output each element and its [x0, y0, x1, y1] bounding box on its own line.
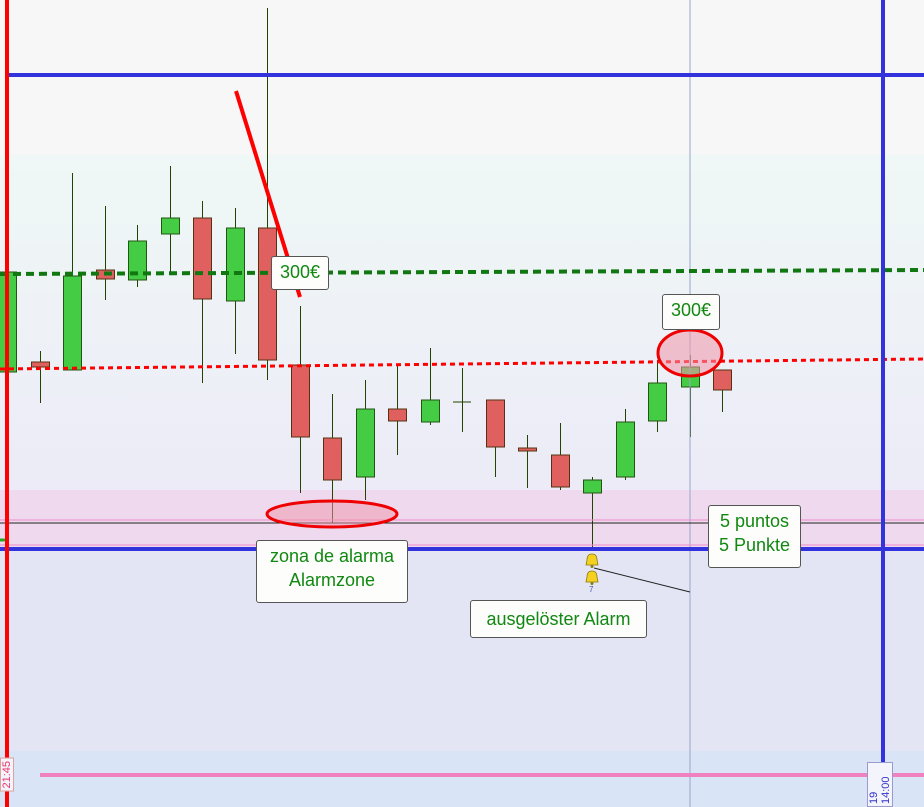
bg-mid-band — [0, 155, 924, 490]
candle[interactable] — [226, 208, 245, 354]
candle[interactable] — [128, 225, 147, 287]
candle[interactable] — [421, 348, 440, 425]
candle-body — [128, 240, 147, 281]
candle-body — [421, 399, 440, 423]
triggered-alarm-label[interactable]: ausgelöster Alarm — [470, 600, 647, 638]
candle[interactable] — [648, 360, 667, 432]
candle-body — [616, 421, 635, 478]
alarm-connector-line — [593, 567, 691, 593]
points-label-es: 5 puntos — [719, 511, 790, 531]
candle-body — [583, 479, 602, 494]
candle[interactable] — [356, 380, 375, 500]
candle-body — [31, 361, 50, 368]
bg-bottom-band — [0, 751, 924, 807]
candle-body — [193, 217, 212, 300]
candle[interactable] — [161, 166, 180, 275]
points-label[interactable]: 5 puntos 5 Punkte — [708, 505, 801, 568]
bg-top-band — [0, 0, 924, 155]
time-label-left: 21:45 — [0, 758, 14, 792]
candle[interactable] — [31, 351, 50, 403]
bell-icon[interactable] — [585, 553, 599, 568]
alarm-zone-label-de: Alarmzone — [288, 570, 376, 590]
target-ellipse[interactable] — [656, 328, 724, 378]
candle-body — [258, 227, 277, 361]
candle-body — [291, 364, 310, 438]
candle-body — [63, 275, 82, 371]
candle-body — [323, 437, 342, 481]
price-label-300-right[interactable]: 300€ — [662, 294, 720, 330]
alarm-zone-ellipse[interactable] — [265, 499, 399, 529]
candle[interactable] — [713, 369, 732, 412]
alarm-zone-label[interactable]: zona de alarma Alarmzone — [256, 540, 408, 603]
candle[interactable] — [453, 368, 471, 432]
candle-body — [388, 408, 407, 422]
red-dotted-level — [0, 357, 924, 371]
candle[interactable] — [388, 364, 407, 455]
candle-body — [551, 454, 570, 488]
candle-body — [713, 369, 732, 391]
green-dashed-level — [0, 268, 924, 276]
candle-body — [486, 399, 505, 448]
candle[interactable] — [583, 477, 602, 550]
time-label-right: 19 14:00 — [867, 762, 893, 807]
alarm-count: 7 — [589, 585, 594, 594]
candle-body — [518, 447, 537, 452]
candle-body — [161, 217, 180, 235]
candle[interactable] — [291, 306, 310, 493]
candle-body — [648, 382, 667, 422]
price-label-300-left[interactable]: 300€ — [271, 256, 329, 290]
candle[interactable] — [193, 201, 212, 383]
alarm-zone-label-es: zona de alarma — [269, 546, 395, 566]
candle[interactable] — [486, 399, 505, 477]
candle-body — [356, 408, 375, 478]
candle[interactable] — [518, 435, 537, 488]
points-label-de: 5 Punkte — [718, 535, 791, 555]
candle[interactable] — [551, 423, 570, 490]
candle[interactable] — [63, 173, 82, 371]
candle-body — [226, 227, 245, 302]
bg-low-band — [0, 548, 924, 751]
bell-icon[interactable] — [585, 570, 599, 585]
candle[interactable] — [616, 409, 635, 480]
